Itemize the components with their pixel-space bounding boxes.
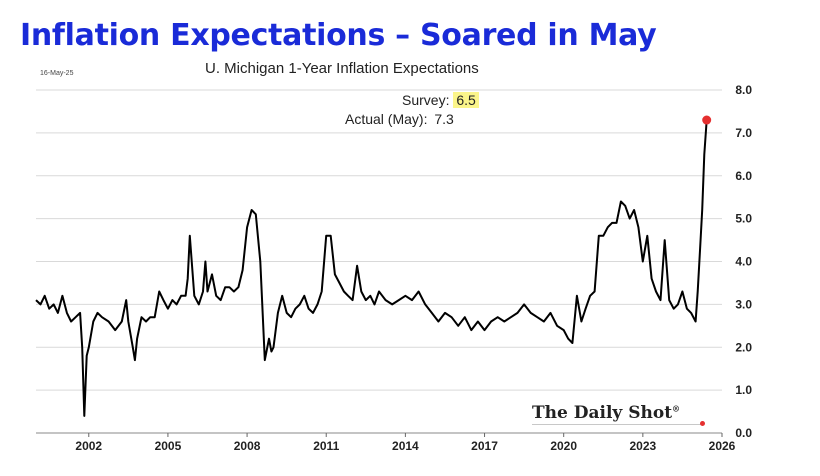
logo-underline: [532, 424, 702, 425]
y-tick-label: 1.0: [735, 383, 752, 397]
date-stamp: 16-May-25: [40, 70, 74, 77]
source-mark: ®: [672, 403, 681, 414]
y-tick-label: 8.0: [735, 83, 752, 97]
survey-label: Survey:: [402, 92, 450, 108]
x-tick-label: 2011: [313, 439, 339, 453]
actual-value: 7.3: [434, 111, 454, 127]
x-tick-label: 2023: [629, 439, 656, 453]
survey-annotation: Survey: 6.5: [402, 92, 479, 108]
survey-value: 6.5: [453, 92, 479, 108]
x-tick-label: 2014: [392, 439, 419, 453]
x-tick-label: 2005: [155, 439, 182, 453]
x-tick-label: 2020: [550, 439, 577, 453]
y-tick-label: 5.0: [735, 212, 752, 226]
logo-dot: [700, 421, 705, 426]
chart-title: U. Michigan 1-Year Inflation Expectation…: [205, 60, 479, 77]
gridlines: [36, 89, 722, 434]
y-tick-label: 4.0: [735, 255, 752, 269]
series-line: [35, 119, 708, 417]
source-name: The Daily Shot: [532, 403, 673, 423]
source-logo: The Daily Shot®: [532, 403, 680, 423]
headline: Inflation Expectations – Soared in May: [20, 18, 657, 53]
y-axis-ticks: 0.0 1.0 2.0 3.0 4.0 5.0 6.0 7.0 8.0: [735, 83, 752, 440]
latest-point-marker: [702, 115, 712, 125]
x-axis-ticks: 2002 2005 2008 2011 2014 2017 2020 2023 2026: [75, 433, 736, 453]
actual-annotation: Actual (May): 7.3: [345, 111, 457, 127]
actual-label: Actual (May):: [345, 111, 428, 127]
x-tick-label: 2026: [709, 439, 736, 453]
y-tick-label: 3.0: [735, 297, 752, 311]
y-tick-label: 7.0: [735, 126, 752, 140]
y-tick-label: 6.0: [735, 169, 752, 183]
x-tick-label: 2017: [471, 439, 498, 453]
y-tick-label: 0.0: [735, 426, 752, 440]
x-tick-label: 2008: [234, 439, 261, 453]
x-tick-label: 2002: [75, 439, 102, 453]
y-tick-label: 2.0: [735, 340, 752, 354]
